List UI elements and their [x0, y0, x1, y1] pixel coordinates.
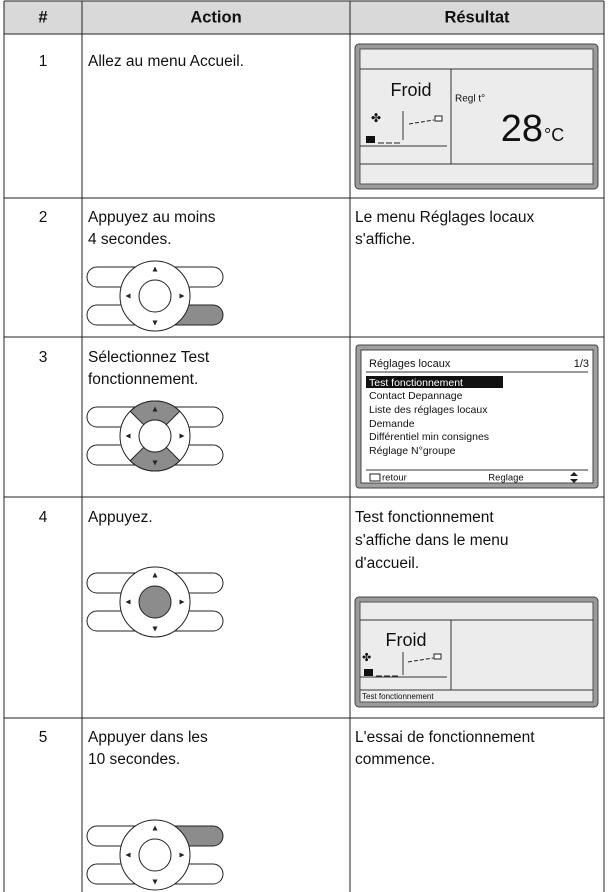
screen-unit: °C: [544, 125, 564, 145]
home-screen: ✤ Froid Regl t° 28 °C: [354, 43, 599, 190]
menu-title: Réglages locaux: [369, 358, 451, 370]
screen-mode: Froid: [390, 80, 431, 100]
header-cell: Action: [190, 8, 241, 26]
screen-mode: Froid: [385, 630, 426, 650]
screen-setpoint-label: Regl t°: [455, 94, 485, 105]
result-text: commence.: [355, 751, 435, 768]
result-text: Test fonctionnement: [355, 509, 494, 526]
header-bg: [4, 1, 604, 34]
menu-item[interactable]: Contact Depannage: [369, 390, 463, 402]
remote-buttons: [86, 260, 224, 332]
svg-text:✤: ✤: [371, 111, 381, 125]
center-button[interactable]: [138, 419, 172, 453]
center-button[interactable]: [138, 838, 172, 872]
row-number: 3: [39, 349, 48, 366]
remote-buttons: [86, 566, 224, 638]
menu-item[interactable]: Réglage N°groupe: [369, 445, 456, 457]
header-cell: Résultat: [444, 8, 510, 26]
result-text: L'essai de fonctionnement: [355, 729, 535, 746]
menu-footer: retour: [382, 473, 407, 484]
screen-temperature: 28: [501, 108, 543, 150]
action-text: Appuyer dans les: [88, 729, 208, 746]
menu-screen: Réglages locaux 1/3 Test fonctionnement …: [355, 344, 599, 489]
menu-item[interactable]: Différentiel min consignes: [369, 431, 489, 443]
table-grid: [3, 0, 605, 892]
row-number: 1: [39, 53, 48, 70]
menu-item[interactable]: Liste des réglages locaux: [369, 404, 488, 416]
menu-item[interactable]: Demande: [369, 418, 415, 430]
row-number: 5: [39, 729, 48, 746]
action-text: fonctionnement.: [88, 371, 198, 388]
svg-text:✤: ✤: [362, 652, 371, 664]
remote-buttons: [86, 400, 224, 472]
action-text: Appuyez.: [88, 509, 153, 526]
row-number: 4: [39, 509, 48, 526]
action-text: 10 secondes.: [88, 751, 180, 768]
row-number: 2: [39, 209, 48, 226]
result-text: Le menu Réglages locaux: [355, 209, 534, 226]
result-text: s'affiche dans le menu: [355, 532, 508, 549]
menu-footer: Reglage: [488, 473, 523, 484]
result-text: s'affiche.: [355, 231, 415, 248]
center-button[interactable]: [138, 585, 172, 619]
menu-page: 1/3: [574, 358, 589, 370]
header-cell: #: [38, 8, 47, 26]
action-text: Sélectionnez Test: [88, 349, 210, 366]
center-button[interactable]: [138, 279, 172, 313]
menu-item[interactable]: Test fonctionnement: [369, 377, 463, 389]
action-text: 4 secondes.: [88, 231, 172, 248]
screen-status: Test fonctionnement: [362, 692, 434, 701]
home-screen-test: ✤ Froid Test fonctionnement: [354, 596, 599, 708]
action-text: Appuyez au moins: [88, 209, 216, 226]
result-text: d'accueil.: [355, 555, 419, 572]
remote-buttons: [86, 819, 224, 891]
action-text: Allez au menu Accueil.: [88, 53, 244, 70]
